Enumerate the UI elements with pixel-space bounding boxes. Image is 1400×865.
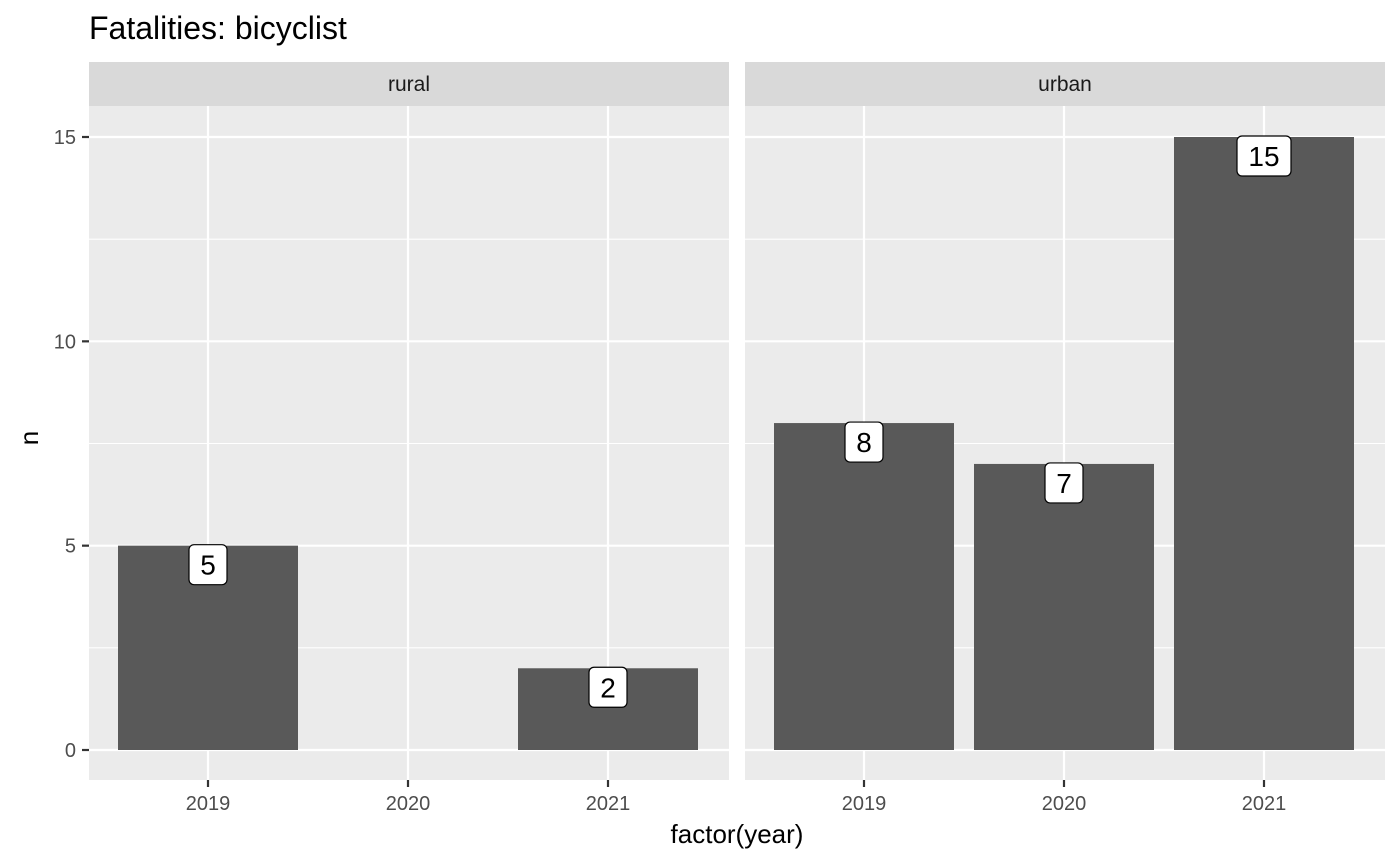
- facet-strip-label: rural: [388, 73, 430, 96]
- data-label: 15: [1248, 141, 1279, 172]
- y-tick-label: 10: [54, 331, 76, 353]
- chart-title: Fatalities: bicyclist: [89, 10, 347, 46]
- data-label: 2: [600, 672, 616, 703]
- x-tick-label: 2020: [1042, 793, 1087, 815]
- facet-panels: rural 5 2 2019 2020 2021 urban 8 7 15 2019 2020 2021: [89, 62, 1385, 815]
- y-tick-label: 15: [54, 127, 76, 149]
- bar-urban-2019: [774, 423, 954, 750]
- x-tick-label: 2019: [842, 793, 887, 815]
- y-tick-label: 5: [65, 536, 76, 558]
- facet-strip: [89, 62, 729, 106]
- data-label-box: [844, 421, 884, 463]
- facet-strip: [745, 62, 1385, 106]
- facet-panel-rural: rural 5 2 2019 2020 2021: [89, 62, 729, 815]
- data-label-box: [1044, 462, 1084, 504]
- x-axis-title: factor(year): [671, 819, 804, 849]
- facet-strip-label: urban: [1038, 73, 1092, 96]
- data-label: 7: [1056, 468, 1072, 499]
- bar-urban-2020: [974, 463, 1154, 750]
- x-tick-label: 2021: [586, 793, 631, 815]
- facet-panel-urban: urban 8 7 15 2019 2020 2021: [745, 62, 1385, 815]
- x-tick-label: 2021: [1242, 793, 1287, 815]
- data-label-box: [1236, 135, 1292, 177]
- bar-urban-2021: [1174, 137, 1354, 750]
- data-label-box: [588, 666, 628, 708]
- data-label: 5: [200, 550, 216, 581]
- y-axis-title: n: [14, 431, 44, 445]
- x-tick-label: 2020: [386, 793, 431, 815]
- y-tick-label: 0: [65, 740, 76, 762]
- data-label-box: [188, 544, 228, 586]
- data-label: 8: [856, 427, 872, 458]
- x-tick-label: 2019: [186, 793, 231, 815]
- y-axis: 0 5 10 15: [54, 127, 89, 762]
